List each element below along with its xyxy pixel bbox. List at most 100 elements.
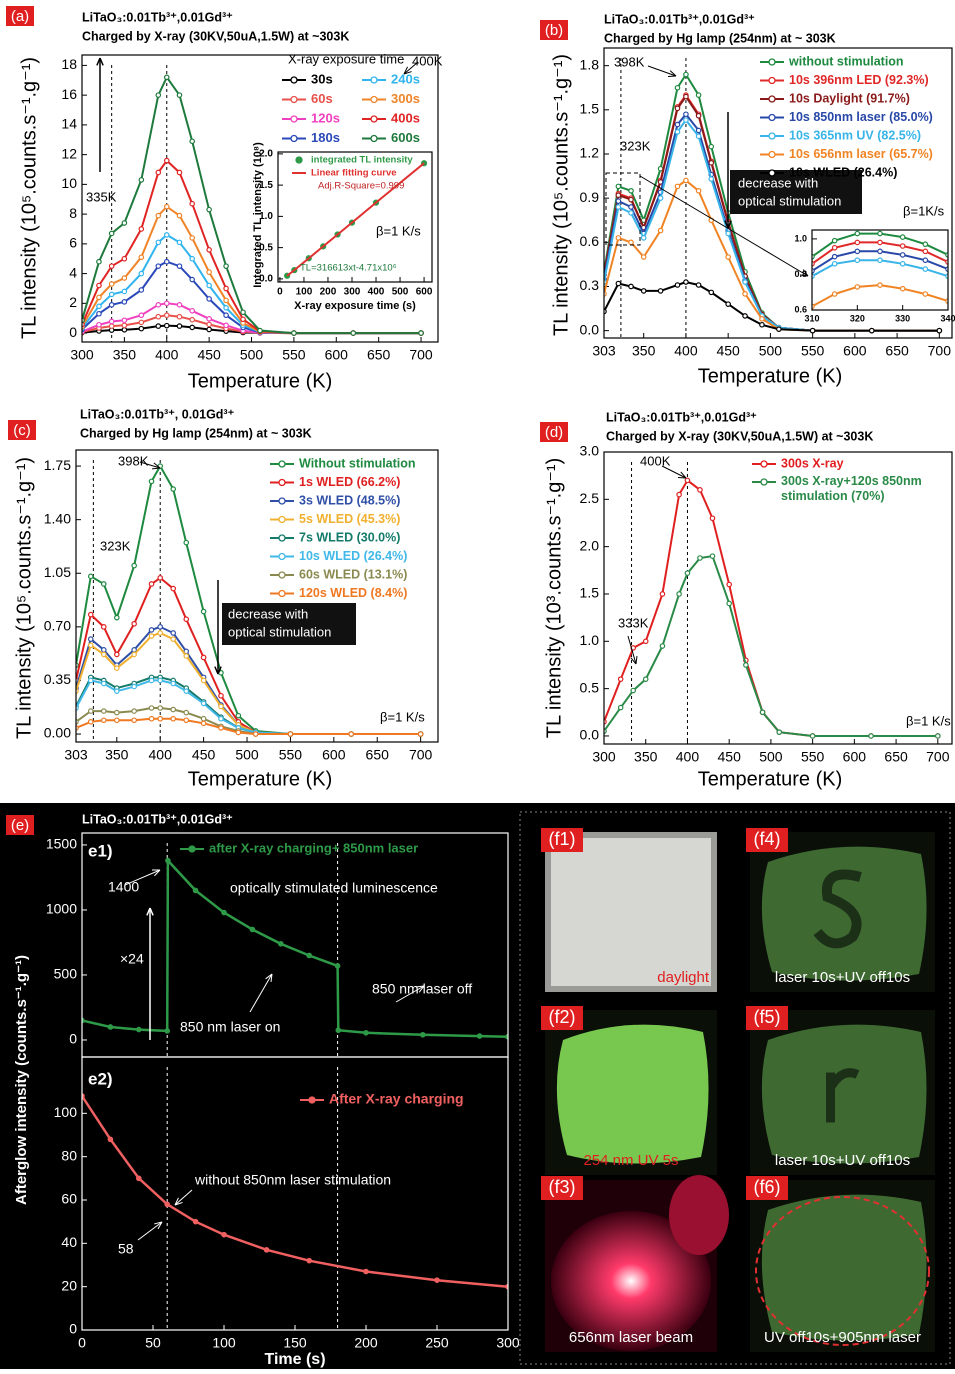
x-axis-label: X-ray exposure time (s) <box>294 300 416 312</box>
legend-label: 10s WLED (26.4%) <box>789 165 897 179</box>
data-point <box>206 326 212 333</box>
legend-title: X-ray exposure time <box>288 51 404 66</box>
data-point <box>138 287 145 293</box>
y-tick-label: 10 <box>61 175 77 191</box>
legend-label: 10s 396nm LED (92.3%) <box>789 73 929 87</box>
data-point <box>742 279 748 285</box>
y-tick-label: 2.0 <box>580 537 600 553</box>
arrow-line <box>124 869 161 886</box>
x-tick-label: 400 <box>368 287 385 298</box>
data-point <box>240 309 246 316</box>
annotation: β=1 K/s <box>906 713 951 728</box>
x-tick-label: 340 <box>940 313 955 323</box>
legend-marker <box>370 134 378 143</box>
data-point <box>726 581 732 588</box>
annotation: decrease with <box>228 606 308 621</box>
x-tick-label: 400 <box>149 747 173 763</box>
data-point <box>936 327 943 334</box>
data-point <box>695 112 702 119</box>
data-point <box>164 1028 171 1034</box>
y-tick-label: 1.05 <box>44 564 71 580</box>
arrow-head <box>800 269 809 277</box>
data-point <box>659 591 666 597</box>
data-point <box>176 212 183 219</box>
data-point <box>877 230 883 237</box>
data-point <box>200 608 207 615</box>
data-point <box>206 296 212 302</box>
data-point <box>697 555 703 561</box>
data-point <box>628 283 634 290</box>
axis-frame <box>75 449 439 743</box>
data-point <box>136 1026 142 1033</box>
data-point <box>725 254 731 260</box>
series-line <box>82 75 421 335</box>
data-point <box>189 316 195 323</box>
data-point <box>695 187 702 194</box>
data-point <box>108 291 115 298</box>
data-point <box>183 717 190 724</box>
x-tick-label: 450 <box>197 347 221 363</box>
x-tick-label: 300 <box>70 347 94 363</box>
panel-letter: (d) <box>545 424 563 441</box>
data-point <box>138 177 145 183</box>
data-point <box>854 284 861 290</box>
data-point <box>189 324 195 331</box>
annotation: 58 <box>118 1241 134 1257</box>
y-tick-label: 80 <box>61 1147 77 1163</box>
data-point <box>257 327 263 334</box>
legend-marker <box>370 115 378 123</box>
data-point <box>922 248 929 255</box>
data-point <box>899 234 906 240</box>
legend-marker <box>188 845 196 853</box>
data-point <box>138 319 145 326</box>
photo-label: (f3) <box>549 1177 576 1197</box>
photo-label: (f4) <box>754 829 781 849</box>
data-point <box>114 651 120 658</box>
data-point <box>708 176 715 182</box>
data-point <box>155 323 162 329</box>
data-point <box>831 237 838 244</box>
legend-marker <box>768 95 776 103</box>
chart-subtitle: Charged by X-ray (30KV,50uA,1.5W) at ~30… <box>82 29 349 43</box>
series-line <box>76 631 421 735</box>
data-point <box>206 316 212 322</box>
data-point <box>868 733 874 739</box>
legend-label: 30s <box>311 71 333 86</box>
legend-marker <box>278 552 286 561</box>
data-point <box>776 326 782 332</box>
chart-subtitle: Charged by Hg lamp (254nm) at ~ 303K <box>80 426 312 440</box>
series-line <box>812 284 948 308</box>
arrow-head <box>96 57 104 66</box>
data-point <box>709 515 716 522</box>
data-point <box>674 282 681 288</box>
data-point <box>674 84 681 91</box>
y-axis-label: TL intensity (10⁵.counts.s⁻¹.g⁻¹) <box>18 57 40 339</box>
x-tick-label: 450 <box>718 749 742 765</box>
photo-pattern <box>813 869 862 949</box>
data-point <box>683 279 689 285</box>
annotation: 323K <box>100 538 131 553</box>
data-point <box>759 316 765 322</box>
data-point <box>163 74 170 81</box>
data-point <box>183 616 190 622</box>
y-tick-label: 0.5 <box>580 679 600 695</box>
x-tick-label: 550 <box>801 343 825 359</box>
data-point <box>877 257 883 264</box>
photo-sample <box>556 1024 709 1164</box>
chart-title: LiTaO₃:0.01Tb³⁺, 0.01Gd³⁺ <box>80 407 235 421</box>
data-point <box>642 638 649 645</box>
arrow-head <box>403 66 412 75</box>
arrow-head <box>146 907 154 916</box>
data-point <box>868 327 875 334</box>
legend-marker <box>278 571 286 579</box>
y-tick-label: 0.3 <box>580 277 600 293</box>
y-tick-label: 1.2 <box>580 145 600 161</box>
legend-marker <box>768 76 776 85</box>
data-point <box>617 704 624 711</box>
chart-subtitle: Charged by Hg lamp (254nm) at ~ 303K <box>604 31 836 45</box>
annotation: 398K <box>118 453 149 468</box>
data-point <box>831 244 838 251</box>
data-point <box>684 477 691 484</box>
data-point <box>157 715 164 722</box>
data-point <box>87 573 94 580</box>
